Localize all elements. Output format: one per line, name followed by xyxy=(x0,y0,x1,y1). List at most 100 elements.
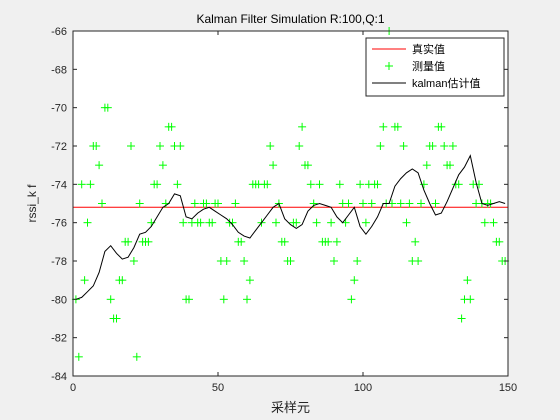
measurement-point xyxy=(280,237,289,246)
measurement-point xyxy=(173,180,182,189)
measurement-point xyxy=(411,237,420,246)
measurement-point xyxy=(118,276,127,285)
measurement-point xyxy=(344,199,353,208)
measurement-point xyxy=(202,199,211,208)
measurement-point xyxy=(190,199,199,208)
measurement-point xyxy=(373,180,382,189)
measurement-point xyxy=(214,199,222,208)
y-axis-label: rssi_k f xyxy=(25,184,39,223)
measurement-point xyxy=(466,295,475,304)
measurement-point xyxy=(379,122,388,131)
x-tick-label: 150 xyxy=(499,382,517,394)
measurement-point xyxy=(350,276,359,285)
measurement-point xyxy=(431,199,440,208)
x-tick-label: 50 xyxy=(212,382,224,394)
measurement-point xyxy=(77,180,86,189)
ticks-layer: 0 50 100 150 -84 -82 -80 -78 -76 -74 -72 -70 -68 -66 xyxy=(51,26,517,394)
measurement-point xyxy=(129,257,138,265)
measurement-point xyxy=(480,218,489,227)
measurement-point xyxy=(298,122,307,131)
measurement-point xyxy=(324,237,333,246)
measurement-point xyxy=(359,199,367,208)
measurement-point xyxy=(437,122,446,131)
measurement-point xyxy=(80,276,89,285)
measurement-point xyxy=(144,237,153,246)
measurement-point xyxy=(185,295,193,304)
x-axis-label: 采样元 xyxy=(271,400,310,415)
legend-label-measurement: 测量值 xyxy=(412,60,445,73)
measurement-point xyxy=(231,199,240,208)
measurement-point xyxy=(176,142,185,150)
measurement-point xyxy=(454,180,463,189)
measurement-point xyxy=(127,142,135,150)
measurement-point xyxy=(237,237,246,246)
measurement-point xyxy=(367,199,376,208)
y-tick-label: -80 xyxy=(51,294,67,306)
measurement-point xyxy=(457,314,466,323)
measurement-point xyxy=(245,276,254,285)
measurement-point xyxy=(263,180,272,189)
measurement-point xyxy=(295,142,304,150)
measurement-point xyxy=(303,161,312,170)
measurement-point xyxy=(448,142,457,150)
kalman-estimate-line xyxy=(75,154,506,300)
y-tick-label: -72 xyxy=(51,141,67,153)
y-tick-label: -74 xyxy=(51,179,67,191)
measurement-point xyxy=(219,295,228,304)
measurement-point xyxy=(106,295,115,304)
measurement-point xyxy=(86,180,95,189)
measurement-point xyxy=(315,180,324,189)
legend-label-true-value: 真实值 xyxy=(412,42,445,56)
measurement-point xyxy=(222,257,231,265)
measurement-point xyxy=(92,142,101,150)
measurement-point xyxy=(335,180,344,189)
measurement-point xyxy=(266,142,275,150)
y-tick-label: -82 xyxy=(51,333,67,345)
measurement-point xyxy=(124,237,133,246)
measurement-point xyxy=(417,199,425,208)
measurement-point xyxy=(167,122,176,131)
measurement-point xyxy=(153,180,162,189)
measurement-point xyxy=(208,218,217,227)
measurement-point xyxy=(292,218,301,227)
measurement-point xyxy=(179,218,188,227)
measurement-point xyxy=(419,180,428,189)
measurement-point xyxy=(399,142,408,150)
measurement-point xyxy=(312,218,321,227)
legend-label-kalman-estimate: kalman估计值 xyxy=(412,77,480,90)
measurement-point xyxy=(414,257,423,265)
measurement-point xyxy=(422,161,431,170)
measurement-point xyxy=(83,218,92,227)
measurement-point xyxy=(240,257,249,265)
measurement-point xyxy=(361,218,370,227)
measurement-point xyxy=(446,161,454,170)
y-tick-label: -78 xyxy=(51,256,67,268)
measurement-point xyxy=(103,103,112,112)
measurement-point xyxy=(272,218,280,227)
measurement-point xyxy=(440,142,449,150)
measurement-point xyxy=(356,180,365,189)
measurement-point xyxy=(112,314,121,323)
y-tick-label: -68 xyxy=(51,64,67,76)
series-layer xyxy=(71,27,510,361)
y-tick-label: -76 xyxy=(51,218,67,230)
measurement-point xyxy=(95,161,104,170)
measurement-point xyxy=(428,142,437,150)
chart-title: Kalman Filter Simulation R:100,Q:1 xyxy=(196,12,384,26)
measurement-point xyxy=(376,142,385,150)
measurement-point xyxy=(98,199,106,208)
y-tick-label: -84 xyxy=(51,371,67,383)
y-tick-label: -66 xyxy=(51,26,67,38)
measurement-point xyxy=(495,237,504,246)
measurement-point xyxy=(269,161,278,170)
measurement-point xyxy=(196,218,205,227)
measurement-point xyxy=(156,142,164,150)
y-tick-label: -70 xyxy=(51,103,67,115)
measurement-point xyxy=(132,352,141,361)
measurement-point xyxy=(347,295,356,304)
x-tick-label: 100 xyxy=(354,382,372,394)
measurement-point xyxy=(463,276,472,285)
measurement-point xyxy=(74,352,83,361)
